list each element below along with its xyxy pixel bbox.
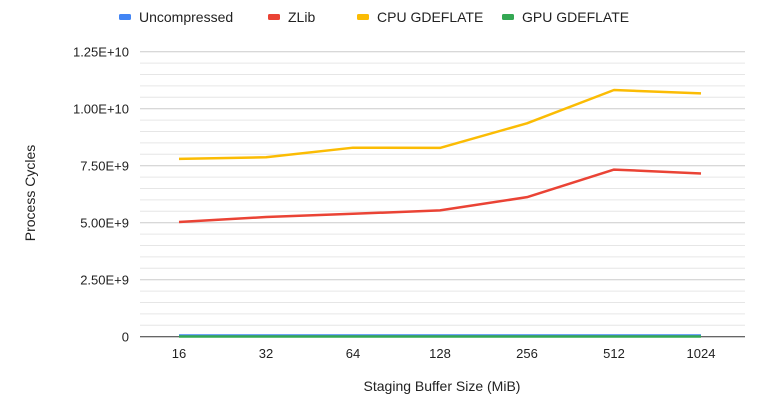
x-tick-label: 128 [429, 346, 451, 361]
legend-swatch [119, 14, 131, 20]
legend: Uncompressed ZLib CPU GDEFLATE GPU GDEFLATE [119, 9, 629, 25]
x-tick-label: 1024 [687, 346, 716, 361]
legend-item: CPU GDEFLATE [357, 9, 483, 25]
legend-swatch [502, 14, 514, 20]
legend-label: CPU GDEFLATE [377, 9, 483, 25]
y-axis-ticks: 0 2.50E+9 5.00E+9 7.50E+9 1.00E+10 1.25E+10 [73, 45, 129, 345]
x-tick-label: 512 [603, 346, 625, 361]
legend-label: Uncompressed [139, 9, 233, 25]
y-tick-label: 1.00E+10 [73, 102, 129, 117]
legend-swatch [357, 14, 369, 20]
y-tick-label: 5.00E+9 [80, 216, 129, 231]
legend-item: ZLib [268, 9, 315, 25]
y-tick-label: 0 [122, 330, 129, 345]
legend-label: ZLib [288, 9, 315, 25]
series-lines [178, 88, 702, 338]
y-tick-label: 2.50E+9 [80, 273, 129, 288]
y-tick-label: 1.25E+10 [73, 45, 129, 60]
x-axis-ticks: 16 32 64 128 256 512 1024 [172, 346, 716, 361]
x-tick-label: 256 [516, 346, 538, 361]
x-tick-label: 16 [172, 346, 186, 361]
x-axis-label: Staging Buffer Size (MiB) [364, 378, 521, 394]
y-axis-label: Process Cycles [22, 145, 38, 241]
legend-label: GPU GDEFLATE [522, 9, 629, 25]
x-tick-label: 32 [259, 346, 273, 361]
legend-item: Uncompressed [119, 9, 233, 25]
legend-item: GPU GDEFLATE [502, 9, 629, 25]
y-tick-label: 7.50E+9 [80, 159, 129, 174]
legend-swatch [268, 14, 280, 20]
x-tick-label: 64 [346, 346, 360, 361]
series-line-cpu-gdeflate [178, 88, 702, 161]
gridlines [140, 51, 745, 326]
